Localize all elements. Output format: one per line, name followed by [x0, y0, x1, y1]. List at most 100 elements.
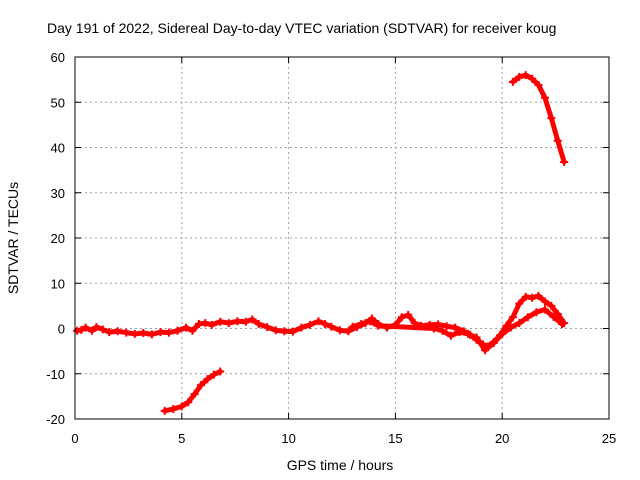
- data-point: [280, 327, 289, 336]
- data-point: [404, 310, 413, 319]
- data-point: [305, 320, 314, 329]
- data-point: [553, 136, 562, 145]
- data-point: [216, 367, 225, 376]
- data-point: [540, 305, 549, 314]
- data-point: [397, 313, 406, 322]
- data-point: [515, 299, 524, 308]
- data-point: [197, 381, 206, 390]
- data-point: [130, 329, 139, 338]
- data-point: [169, 405, 178, 414]
- data-point: [365, 317, 374, 326]
- data-point: [523, 313, 532, 322]
- data-point: [438, 326, 447, 335]
- data-point: [558, 319, 567, 328]
- data-point: [547, 114, 556, 123]
- data-point: [547, 301, 556, 310]
- data-point: [156, 328, 165, 337]
- y-tick-label: 60: [51, 50, 65, 65]
- x-tick-label: 0: [71, 431, 78, 446]
- x-axis-label: GPS time / hours: [287, 457, 394, 473]
- y-tick-label: 30: [51, 186, 65, 201]
- data-point: [182, 323, 191, 332]
- data-point: [508, 77, 517, 86]
- data-point: [248, 315, 257, 324]
- x-tick-label: 10: [281, 431, 295, 446]
- data-point: [506, 323, 515, 332]
- y-tick-label: 40: [51, 141, 65, 156]
- data-point: [297, 323, 306, 332]
- data-point: [521, 71, 530, 80]
- y-tick-label: 10: [51, 276, 65, 291]
- x-tick-label: 5: [178, 431, 185, 446]
- data-point: [540, 297, 549, 306]
- series-layer: [73, 71, 569, 415]
- data-point: [241, 317, 250, 326]
- y-axis-label: SDTVAR / TECUs: [5, 182, 21, 294]
- data-point: [327, 322, 336, 331]
- data-point: [528, 293, 537, 302]
- data-point: [98, 325, 107, 334]
- grid-lines: [75, 57, 609, 419]
- data-point: [88, 326, 97, 335]
- data-point: [190, 390, 199, 399]
- y-tick-label: -10: [46, 367, 65, 382]
- data-point: [446, 331, 455, 340]
- data-point: [429, 324, 438, 333]
- data-point: [532, 308, 541, 317]
- data-point: [348, 322, 357, 331]
- x-tick-label: 20: [495, 431, 509, 446]
- data-point: [320, 319, 329, 328]
- x-tick-label: 15: [388, 431, 402, 446]
- data-point: [224, 319, 233, 328]
- y-tick-label: 20: [51, 231, 65, 246]
- y-tick-label: -20: [46, 412, 65, 427]
- data-point: [216, 317, 225, 326]
- data-point: [534, 81, 543, 90]
- data-point: [207, 320, 216, 329]
- data-point: [540, 93, 549, 102]
- tick-labels: 0 5 10 15 20 25 -20 -10 0 10 20 30 40 50 60: [46, 50, 616, 446]
- data-point: [489, 338, 498, 347]
- data-point: [263, 323, 272, 332]
- data-point: [549, 312, 558, 321]
- data-point: [515, 72, 524, 81]
- data-point: [77, 325, 86, 334]
- data-point: [498, 329, 507, 338]
- data-point: [233, 317, 242, 326]
- data-point: [528, 74, 537, 83]
- x-tick-label: 25: [602, 431, 616, 446]
- data-point: [335, 326, 344, 335]
- data-point: [560, 157, 569, 166]
- series-early-negative-track: [160, 367, 225, 415]
- data-point: [344, 327, 353, 336]
- data-point: [254, 319, 263, 328]
- data-point: [147, 330, 156, 339]
- data-point: [184, 398, 193, 407]
- data-point: [534, 291, 543, 300]
- plot-frame: [74, 56, 610, 420]
- data-point: [481, 346, 490, 355]
- data-point: [455, 328, 464, 337]
- data-point: [374, 321, 383, 330]
- data-point: [209, 370, 218, 379]
- data-point: [173, 326, 182, 335]
- series-secondary-track: [348, 305, 567, 355]
- data-point: [188, 326, 197, 335]
- series-late-high-track: [508, 71, 569, 166]
- y-tick-label: 50: [51, 95, 65, 110]
- data-point: [81, 323, 90, 332]
- data-point: [515, 319, 524, 328]
- data-point: [105, 328, 114, 337]
- data-point: [113, 327, 122, 336]
- data-point: [139, 329, 148, 338]
- data-point: [288, 327, 297, 336]
- data-point: [177, 402, 186, 411]
- data-point: [472, 333, 481, 342]
- data-point: [442, 322, 451, 331]
- data-point: [357, 319, 366, 328]
- y-tick-label: 0: [58, 322, 65, 337]
- data-point: [553, 310, 562, 319]
- data-point: [314, 317, 323, 326]
